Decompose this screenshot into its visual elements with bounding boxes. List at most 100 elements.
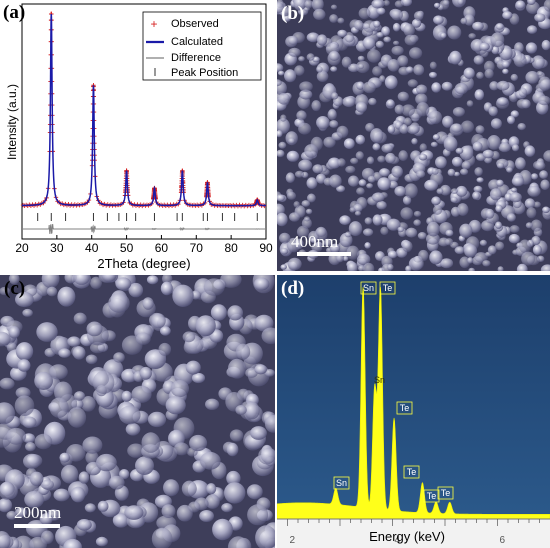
sem-grain	[479, 42, 490, 51]
sem-grain	[23, 453, 41, 469]
sem-grain	[246, 484, 263, 500]
sem-grain	[15, 507, 27, 518]
sem-grain	[472, 141, 483, 152]
sem-grain	[316, 173, 326, 184]
sem-grain	[346, 245, 360, 260]
sem-grain	[0, 377, 15, 390]
sem-grain	[445, 238, 454, 246]
sem-grain	[22, 308, 33, 317]
sem-grain	[250, 426, 267, 440]
sem-grain	[524, 198, 536, 209]
sem-grain	[285, 172, 295, 183]
sem-grain	[29, 471, 44, 486]
sem-grain	[397, 55, 409, 67]
sem-grains	[0, 275, 275, 548]
legend-label-calculated: Calculated	[171, 36, 223, 48]
sem-grain	[496, 80, 510, 91]
sem-grain	[474, 89, 485, 101]
sem-grain	[432, 205, 443, 215]
sem-grain	[431, 196, 441, 206]
sem-grain	[224, 482, 246, 504]
eds-peak-label-box	[423, 489, 440, 503]
sem-grain	[97, 500, 109, 512]
sem-grain	[264, 415, 275, 433]
sem-grain	[411, 257, 424, 270]
sem-grain	[304, 144, 318, 158]
sem-grain	[345, 165, 356, 174]
sem-grain	[356, 81, 365, 90]
sem-grain	[277, 93, 291, 105]
xrd-x-tick-label: 30	[50, 241, 64, 255]
sem-grain	[341, 56, 352, 68]
sem-grain	[170, 380, 189, 398]
sem-grain	[304, 0, 314, 9]
sem-grain	[466, 100, 474, 107]
eds-peak-label: Sn	[374, 375, 385, 385]
sem-grain	[463, 14, 475, 26]
sem-grain	[261, 327, 275, 345]
sem-grain	[296, 110, 307, 121]
sem-grain	[479, 239, 487, 246]
sem-grain	[539, 170, 548, 179]
sem-grain	[506, 213, 516, 222]
sem-grain	[397, 226, 404, 233]
sem-grain	[139, 366, 152, 380]
sem-grain	[540, 264, 550, 271]
sem-grain	[518, 87, 528, 98]
sem-grain	[329, 120, 339, 128]
sem-grain	[354, 211, 361, 216]
sem-grain	[316, 34, 328, 46]
sem-grain	[299, 81, 313, 92]
sem-grain	[428, 110, 442, 125]
sem-grain	[347, 261, 358, 271]
sem-grain	[343, 138, 355, 150]
sem-grain	[14, 395, 35, 416]
sem-grain	[487, 135, 501, 150]
sem-grain	[524, 145, 536, 157]
sem-grain	[429, 61, 437, 70]
xrd-difference-line	[22, 223, 266, 235]
sem-grain	[226, 442, 239, 457]
sem-grain	[254, 314, 274, 332]
sem-grain	[355, 151, 364, 160]
sem-grain	[377, 177, 391, 191]
eds-x-tick-label: 4	[395, 535, 401, 546]
sem-grain	[280, 264, 287, 270]
sem-grain	[59, 452, 70, 463]
sem-grain	[474, 252, 488, 263]
sem-grain	[543, 150, 550, 162]
sem-grain	[121, 390, 132, 402]
sem-grain	[402, 195, 412, 205]
scale-bar-c	[14, 524, 60, 528]
sem-grain	[537, 95, 550, 106]
sem-grain	[431, 167, 439, 175]
sem-grain	[386, 99, 395, 108]
sem-grain	[311, 242, 323, 253]
sem-grain	[440, 258, 454, 269]
sem-grain	[327, 157, 341, 169]
sem-grain	[277, 194, 285, 202]
sem-grain	[63, 538, 82, 548]
eds-x-tick-label: 2	[290, 535, 296, 546]
sem-grain	[235, 405, 247, 415]
sem-grain	[392, 22, 401, 32]
sem-grain	[206, 483, 217, 495]
sem-grain	[511, 176, 525, 187]
xrd-x-axis-label: 2Theta (degree)	[97, 256, 190, 271]
sem-grain	[495, 221, 502, 229]
xrd-chart: Intensity (a.u.) 2Theta (degree) 20 30 40 5…	[5, 3, 273, 271]
sem-grain	[379, 168, 390, 177]
sem-grain	[277, 63, 284, 73]
sem-grain	[453, 171, 460, 177]
sem-grain	[67, 336, 81, 347]
legend-marker-observed: +	[150, 17, 157, 31]
sem-grain	[401, 104, 415, 117]
sem-grain	[468, 267, 475, 271]
sem-grain	[489, 188, 502, 201]
sem-grain	[353, 203, 363, 213]
sem-grain	[501, 60, 510, 68]
sem-grain	[431, 82, 442, 93]
sem-grain	[294, 238, 304, 250]
sem-grain	[405, 227, 418, 238]
sem-grain	[394, 104, 404, 115]
